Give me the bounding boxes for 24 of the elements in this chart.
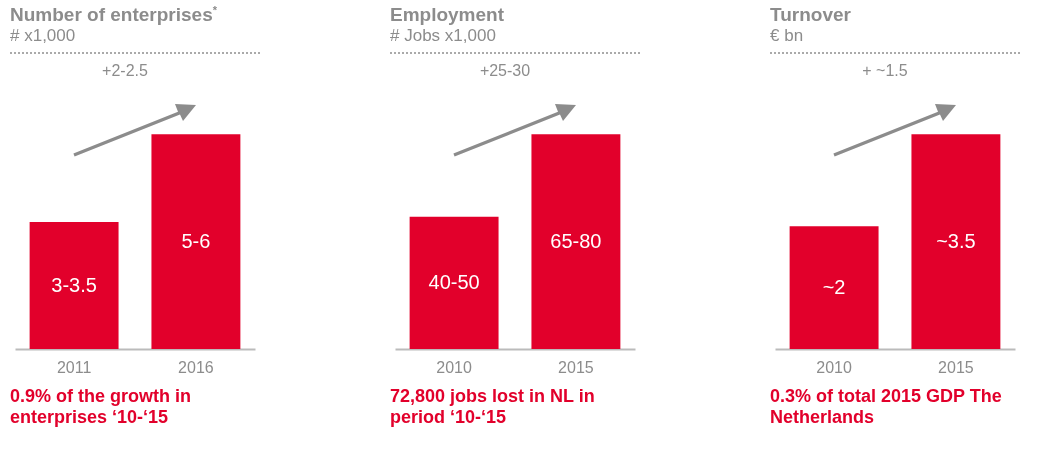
x-tick-label: 2015 [938, 358, 974, 376]
x-tick-label: 2010 [816, 358, 852, 376]
data-label: 5-6 [181, 229, 211, 252]
data-label: 40-50 [428, 270, 480, 293]
text: +25-30 [479, 62, 531, 79]
x-tick-label: 2011 [56, 358, 92, 376]
text: 72,800 jobs lost in NL in period ‘10-‘15 [390, 386, 596, 428]
chart-subtitle: # Jobs x1,000 [390, 26, 640, 54]
chart-subtitle: € bn [770, 26, 1020, 54]
data-label: ~3.5 [936, 229, 976, 252]
data-label: 65-80 [550, 229, 602, 252]
chart-title: Number of enterprises$^{*}$ [10, 4, 218, 27]
text: + ~1.5 [862, 62, 908, 79]
chart-subtitle: # x1,000 [10, 26, 260, 55]
x-tick-label: 2016 [178, 358, 214, 376]
x-tick-label: 2015 [558, 358, 594, 376]
data-label: 3-3.5 [51, 273, 97, 296]
chart-title: Turnover [770, 4, 852, 26]
text: 0.3% of total 2015 GDP The Netherlands [770, 386, 1003, 428]
x-tick-label: 2010 [436, 358, 472, 376]
text: 0.9% of the growth in enterprises ‘10-‘15 [10, 386, 192, 429]
data-label: ~2 [822, 275, 846, 298]
chart-title: Employment [390, 4, 506, 26]
text: +2-2.5 [102, 62, 149, 80]
